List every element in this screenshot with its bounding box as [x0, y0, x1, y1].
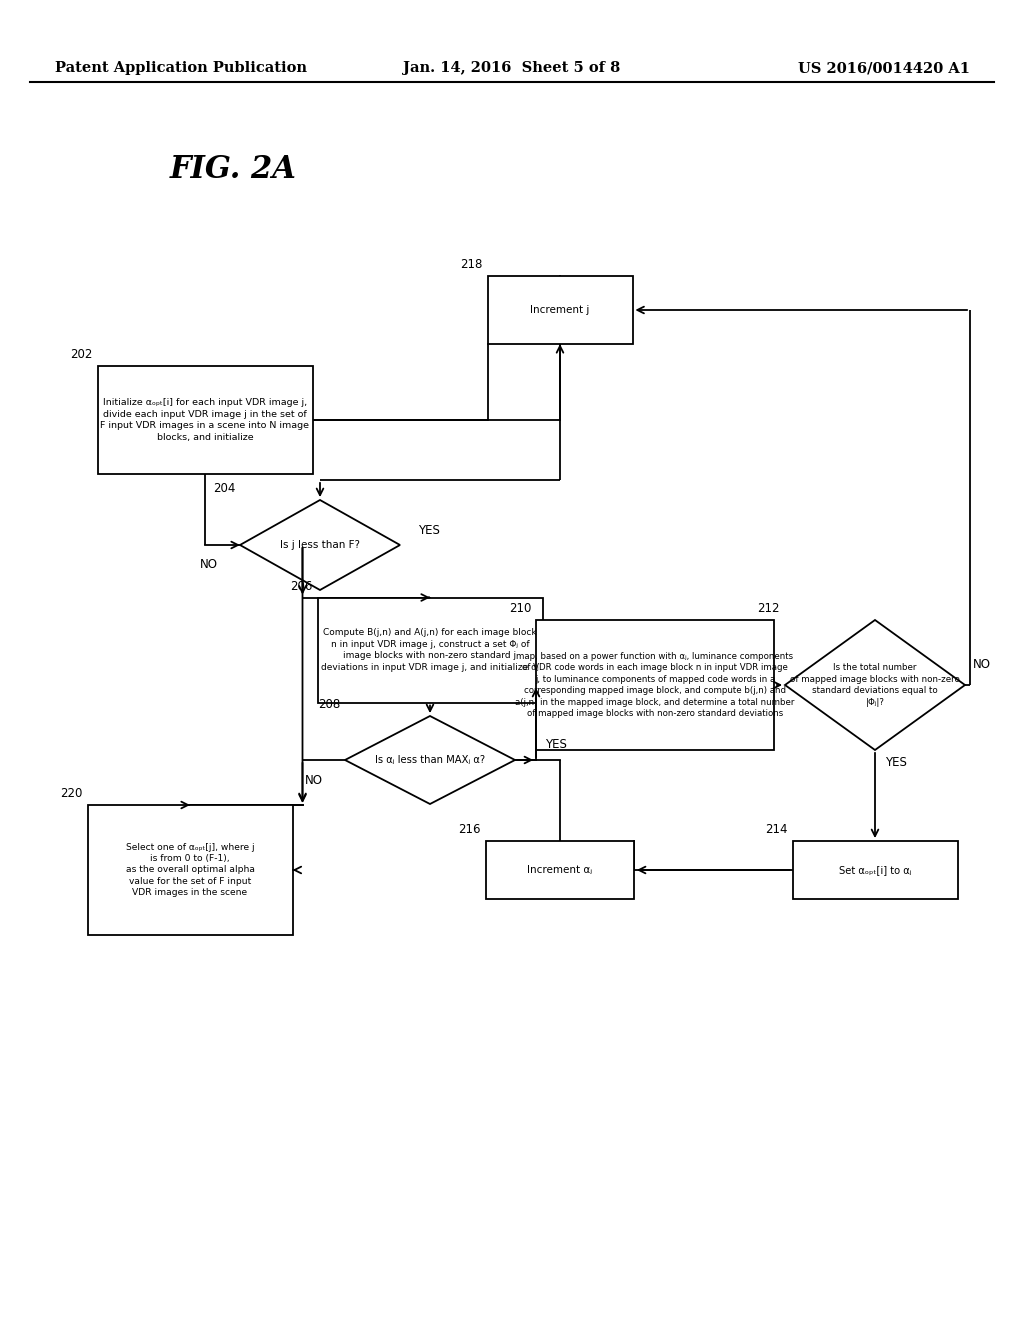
Text: Compute B(j,n) and A(j,n) for each image block
n in input VDR image j, construct: Compute B(j,n) and A(j,n) for each image… [322, 628, 539, 672]
Bar [87, 805, 293, 935]
Text: Set αₒₚₜ[i] to αⱼ: Set αₒₚₜ[i] to αⱼ [839, 865, 911, 875]
Text: Is the total number
of mapped image blocks with non-zero
standard deviations equ: Is the total number of mapped image bloc… [791, 664, 959, 706]
Polygon shape [785, 620, 965, 750]
Text: YES: YES [418, 524, 440, 536]
Text: Jan. 14, 2016  Sheet 5 of 8: Jan. 14, 2016 Sheet 5 of 8 [403, 61, 621, 75]
Text: Increment j: Increment j [530, 305, 590, 315]
Text: YES: YES [885, 755, 907, 768]
Polygon shape [240, 500, 400, 590]
Text: 204: 204 [213, 482, 234, 495]
Text: YES: YES [545, 738, 567, 751]
Text: Select one of αₒₚₜ[j], where j
is from 0 to (F-1),
as the overall optimal alpha
: Select one of αₒₚₜ[j], where j is from 0… [126, 842, 255, 898]
Text: 210: 210 [509, 602, 531, 615]
Text: 208: 208 [317, 698, 340, 711]
Text: 218: 218 [460, 257, 482, 271]
Text: map, based on a power function with αⱼ, luminance components
of VDR code words i: map, based on a power function with αⱼ, … [515, 652, 795, 718]
Text: FIG. 2A: FIG. 2A [170, 154, 297, 186]
Text: Patent Application Publication: Patent Application Publication [55, 61, 307, 75]
Bar [793, 841, 957, 899]
Text: Increment αⱼ: Increment αⱼ [527, 865, 593, 875]
Text: 206: 206 [290, 579, 312, 593]
Text: 212: 212 [758, 602, 780, 615]
Text: NO: NO [200, 558, 218, 572]
Text: 216: 216 [459, 822, 481, 836]
Text: Initialize αₒₚₜ[i] for each input VDR image j,
divide each input VDR image j in : Initialize αₒₚₜ[i] for each input VDR im… [100, 399, 309, 442]
Text: NO: NO [305, 774, 323, 787]
Text: 214: 214 [765, 822, 787, 836]
Text: Is j less than F?: Is j less than F? [280, 540, 360, 550]
Bar [486, 841, 634, 899]
Text: 202: 202 [70, 348, 92, 360]
Bar [317, 598, 543, 702]
Text: NO: NO [973, 659, 991, 672]
Polygon shape [345, 715, 515, 804]
Text: Is αⱼ less than MAXⱼ α?: Is αⱼ less than MAXⱼ α? [375, 755, 485, 766]
Bar [97, 366, 312, 474]
Text: 220: 220 [60, 787, 83, 800]
Text: US 2016/0014420 A1: US 2016/0014420 A1 [798, 61, 970, 75]
Bar [487, 276, 633, 345]
Bar [536, 620, 774, 750]
